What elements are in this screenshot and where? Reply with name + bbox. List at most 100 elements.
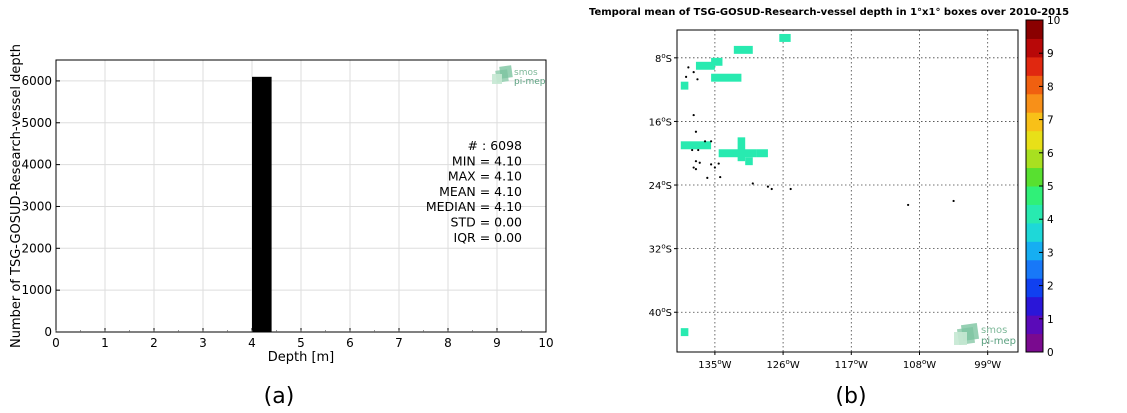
map-title: Temporal mean of TSG-GOSUD-Research-vess… [589,7,1069,18]
map-island-dot [696,78,699,81]
histogram-y-ticks: 0 1000 2000 3000 4000 5000 6000 [21,74,60,339]
histogram-y-tick-label: 0 [44,325,52,339]
colorbar-tick-label: 10 [1047,15,1060,27]
map-y-tick-label: 24oS [649,179,672,192]
histogram-stat-line: MIN = 4.10 [452,153,522,168]
colorbar-segment [1026,315,1043,335]
logo-text-smos-map: smos [981,325,1007,336]
map-island-dot [698,161,701,164]
smos-logo-icon-map [954,322,980,346]
stat-value: 6098 [490,138,522,153]
histogram-stat-line: MEAN = 4.10 [439,184,522,199]
map-y-ticks: 8oS 16oS 24oS 32oS 40oS [649,52,677,319]
histogram-x-tick-label: 1 [101,336,109,350]
colorbar-tick-label: 8 [1047,81,1054,93]
stat-value: 4.10 [494,199,522,214]
map-island-dot [684,75,688,79]
map-island-dot [694,168,698,171]
map-island-dot [751,182,754,185]
colorbar-segment [1026,186,1043,205]
histogram-y-tick-label: 3000 [21,199,52,213]
histogram-bar [252,76,272,333]
colorbar-segment [1026,130,1043,150]
map-x-tick-label: 126oW [766,358,799,371]
stat-label: MEAN = [439,184,494,199]
map-y-tick-label: 8oS [655,52,672,65]
map-island-dot [703,140,707,143]
map-island-dot [692,71,695,74]
map-y-tick-label: 40oS [649,306,672,319]
histogram-x-tick-label: 3 [199,336,207,350]
colorbar-segment [1026,167,1043,187]
histogram-stat-line: IQR = 0.00 [454,230,523,245]
stat-label: # : [468,138,491,153]
map-cell [680,81,689,90]
colorbar-tick-label: 1 [1047,314,1054,326]
colorbar-segment [1026,296,1043,316]
histogram-y-tick-label: 5000 [21,116,52,130]
map-cell [711,73,742,82]
colorbar-segment [1026,38,1043,58]
map-island-dot [766,185,770,188]
histogram-bars [252,76,272,333]
map-dots [684,66,955,207]
map-colorbar: 0 1 2 3 4 5 6 7 8 9 10 [1025,15,1060,359]
colorbar-tick-label: 7 [1047,115,1054,127]
colorbar-tick-label: 3 [1047,247,1054,259]
colorbar-segment [1026,93,1043,113]
map-island-dot [717,162,720,165]
map-island-dot [719,175,722,179]
map-island-dot [770,187,773,191]
map-island-dot [713,166,716,169]
stat-value: 4.10 [494,169,522,184]
map-cell [711,57,723,66]
colorbar-segment [1026,222,1043,242]
histogram-x-tick-label: 2 [150,336,158,350]
smos-pimep-logo: smos pi-mep [492,65,546,87]
map-x-tick-label: 117oW [835,358,868,371]
map-island-dot [692,166,695,169]
histogram-stat-line: # : 6098 [468,138,522,153]
map-cell [680,328,689,337]
map-island-dot [687,66,690,69]
stat-label: MIN = [452,153,494,168]
map-cell [695,61,715,70]
histogram-chart: 0 1 2 3 4 5 6 7 8 9 10 0 1000 2000 3000 4000 5000 6000 D… [9,44,554,365]
colorbar-segment [1026,20,1043,39]
map-island-dot [694,130,698,133]
histogram-x-tick-label: 5 [297,336,305,350]
stat-label: MEDIAN = [426,199,494,214]
stat-value: 0.00 [494,230,522,245]
histogram-y-tick-label: 6000 [21,74,52,88]
smos-pimep-logo-map: smos pi-mep [954,322,1016,347]
map-x-tick-label: 99oW [974,358,1001,371]
panel-a-caption: (a) [264,384,295,409]
colorbar-segment [1026,278,1043,298]
map-y-tick-label: 16oS [649,115,672,128]
colorbar-segment [1026,333,1043,353]
stat-label: STD = [451,215,495,230]
map-x-tick-label: 108oW [903,358,936,371]
map-chart: Temporal mean of TSG-GOSUD-Research-vess… [589,7,1069,371]
map-y-tick-label: 32oS [649,243,672,256]
histogram-stat-line: STD = 0.00 [451,215,523,230]
histogram-x-axis-label: Depth [m] [268,350,335,365]
colorbar-segment [1026,75,1043,95]
colorbar-tick-label: 6 [1047,148,1054,160]
colorbar-tick-label: 4 [1047,214,1054,226]
histogram-y-axis-label: Number of TSG-GOSUD-Research-vessel dept… [9,44,24,348]
colorbar-segment [1026,259,1043,279]
stat-value: 4.10 [494,184,522,199]
histogram-x-tick-label: 6 [346,336,354,350]
map-cell [756,149,768,158]
histogram-x-tick-label: 0 [52,336,60,350]
colorbar-tick-label: 2 [1047,281,1054,293]
colorbar-segment [1026,112,1043,132]
map-cell [745,157,753,166]
histogram-y-tick-label: 4000 [21,158,52,172]
map-island-dot [952,199,955,203]
map-cell [680,141,712,150]
map-island-dot [691,148,694,152]
histogram-x-tick-label: 9 [493,336,501,350]
